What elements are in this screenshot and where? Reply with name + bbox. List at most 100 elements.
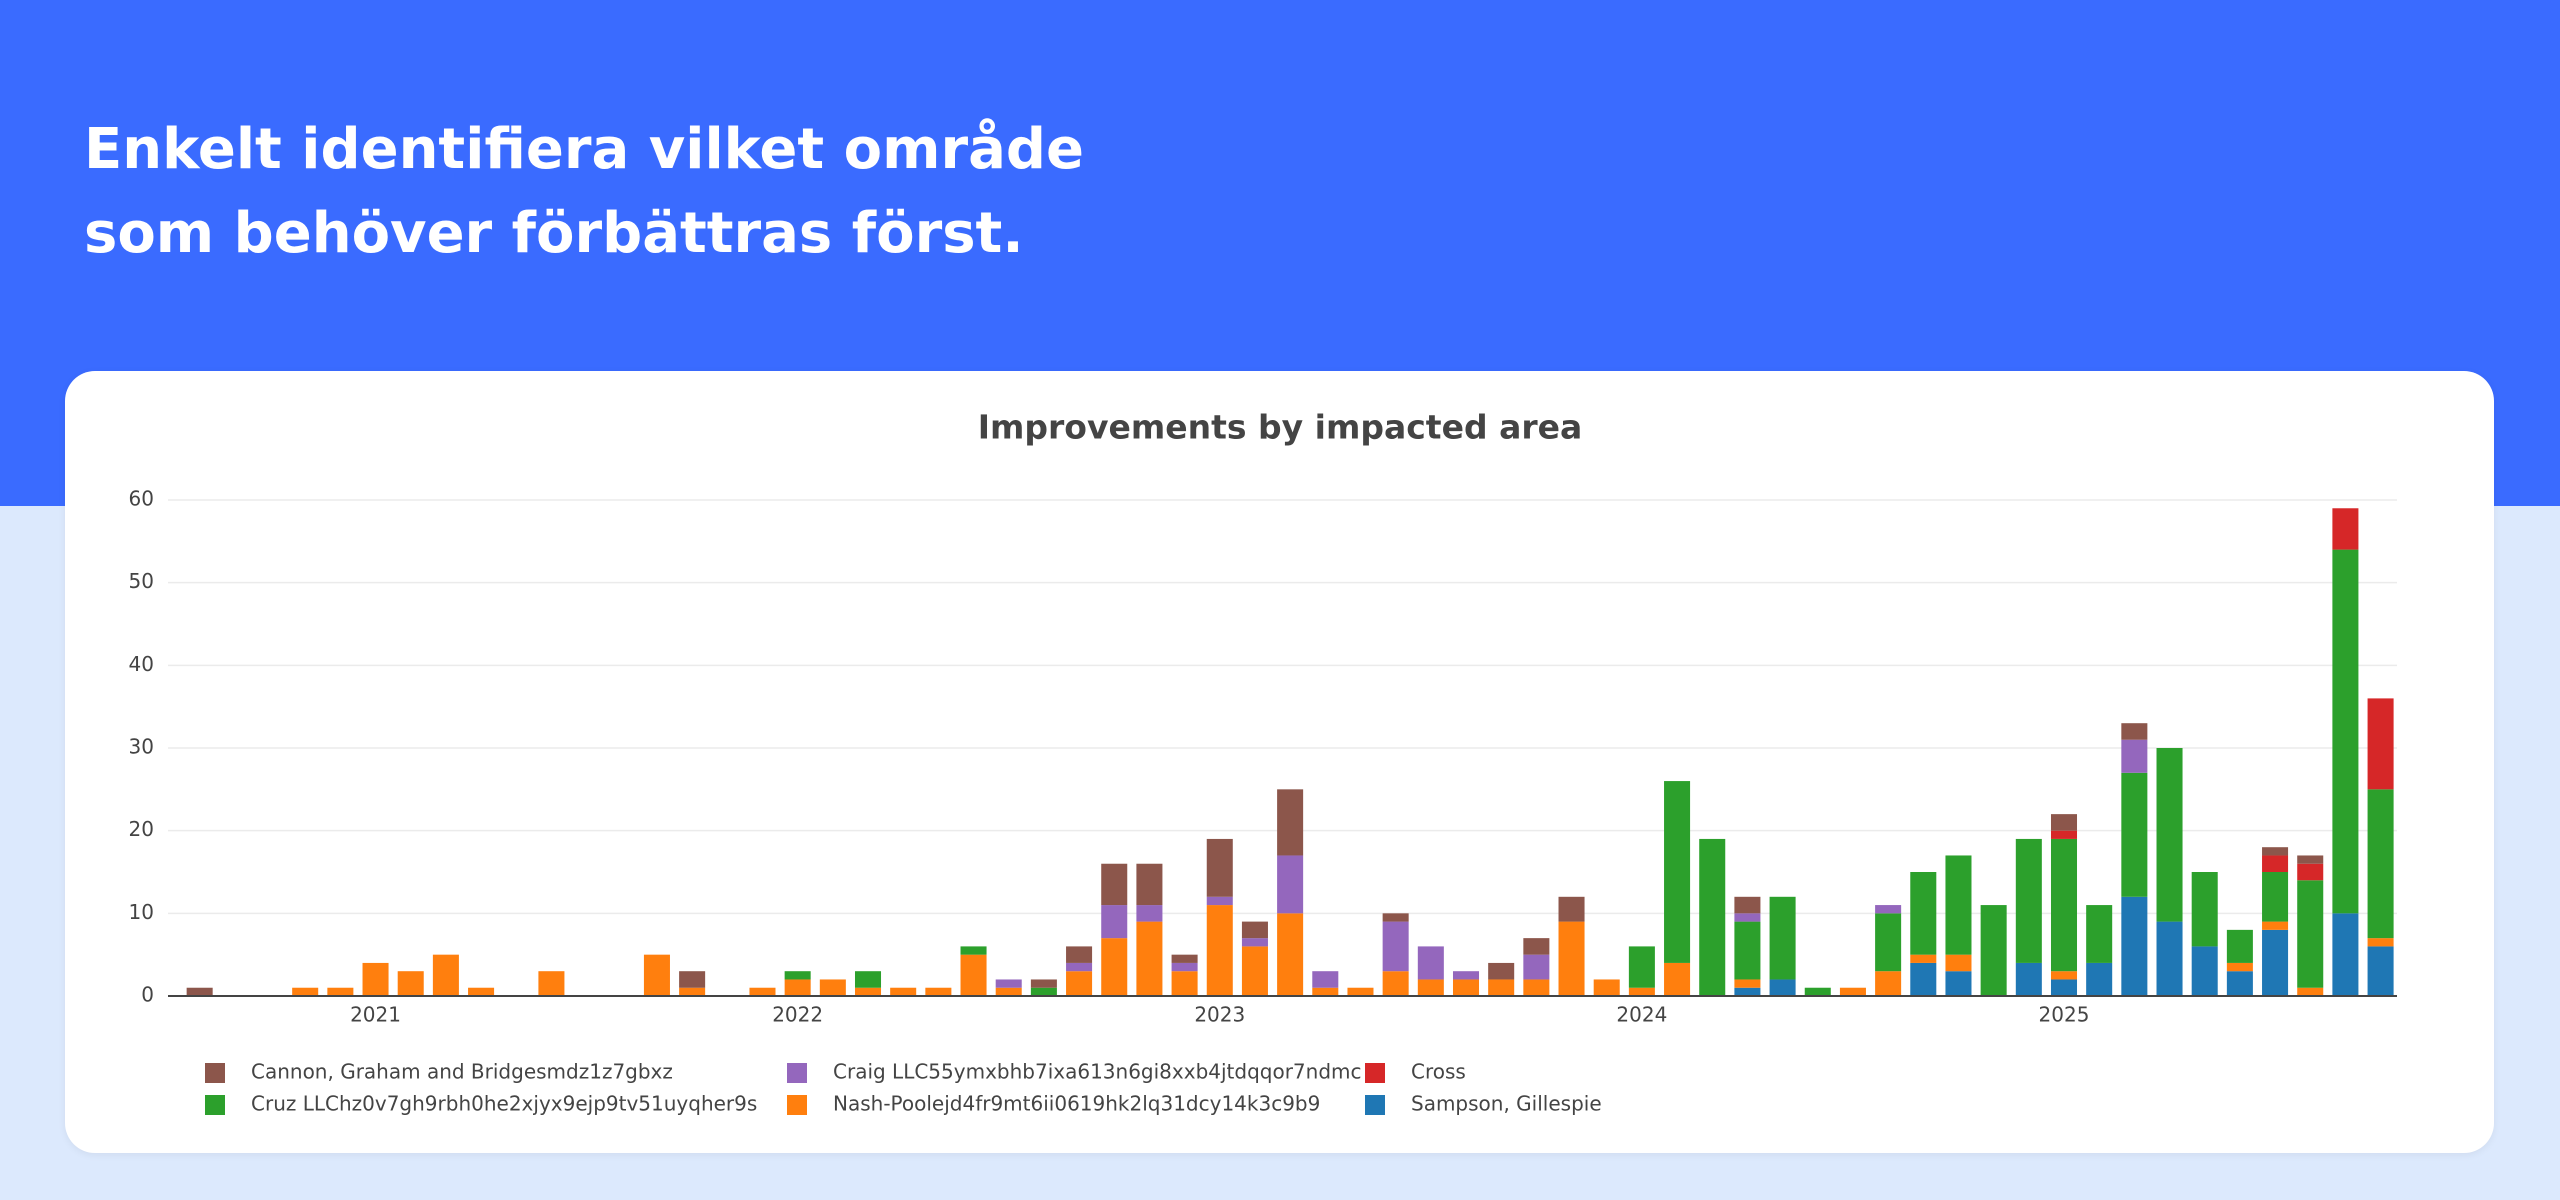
bar-segment [1523,979,1550,996]
bar-segment [819,979,846,996]
y-tick-label: 20 [129,817,154,841]
bar-segment [1664,781,1691,963]
bar-segment [2015,838,2042,963]
bar-segment [2367,698,2394,790]
bar-segment [2086,905,2113,963]
bar-segment [2367,789,2394,939]
bar-segment [1382,971,1409,996]
bar-segment [1066,971,1093,996]
bar-segment [1558,896,1585,922]
bar-segment [1277,913,1304,996]
bar-segment [2050,971,2078,980]
bar-segment [854,971,882,988]
headline-line: som behöver förbättras först. [84,201,1024,266]
bar-segment [1417,946,1444,980]
bar-segment [2297,880,2324,988]
y-tick-label: 10 [129,900,154,924]
bar-segment [1769,979,1796,996]
bar-segment [2050,830,2078,839]
bar-segment [1734,987,1761,996]
bar-segment [1206,896,1233,906]
bar-segment [2332,913,2359,996]
bar-segment [1593,979,1620,996]
legend-swatch [205,1063,225,1083]
bar-segment [2262,855,2289,872]
bar-segment [1734,921,1761,980]
bar-segment [643,954,670,996]
bar-segment [2262,921,2289,930]
bar-segment [1066,962,1093,972]
legend-label: Nash-Poolejd4fr9mt6ii0619hk2lq31dcy14k3c… [833,1092,1320,1116]
headline: Enkelt identifiera vilket område som beh… [84,108,1084,276]
y-tick-label: 0 [141,983,154,1007]
bar-segment [1241,946,1268,996]
legend-swatch [1365,1063,1385,1083]
bar-segment [1312,987,1339,996]
x-tick-label: 2022 [772,1003,823,1027]
bar-segment [2050,814,2078,831]
bar-segment [1030,987,1057,996]
bar-segment [2262,872,2289,922]
bar-segment [784,971,811,980]
bar-segment [1277,789,1304,856]
legend-label: Cannon, Graham and Bridgesmdz1z7gbxz [251,1060,673,1084]
bar-segment [784,979,811,996]
bar-segment [1769,896,1796,980]
legend-label: Cruz LLChz0v7gh9rbh0he2xjyx9ejp9tv51uyqh… [251,1092,757,1116]
bar-segment [1452,971,1480,980]
legend-swatch [205,1095,225,1115]
bar-segment [1664,962,1691,996]
bar-segment [2121,772,2148,897]
x-tick-label: 2024 [1616,1003,1667,1027]
bar-segment [1066,946,1093,963]
bar-segment [1734,913,1761,922]
bar-segment [1488,962,1515,980]
bar-segment [1241,921,1268,939]
bar-segment [2297,987,2324,996]
bar-segment [2226,929,2253,963]
bar-segment [925,987,952,996]
bar-segment [1804,987,1831,996]
bar-segment [2367,946,2394,996]
bar-segment [749,987,776,996]
bar-segment [679,987,706,996]
bar-segment [538,971,565,996]
bar-segment [1734,979,1761,988]
bar-segment [1875,971,1902,996]
y-tick-label: 30 [129,735,154,759]
y-tick-label: 40 [129,652,154,676]
bar-segment [1875,913,1902,972]
bar-segment [1382,913,1409,922]
bar-segment [2332,508,2359,550]
bar-segment [1347,987,1374,996]
bar-segment [2262,847,2289,856]
legend-swatch [1365,1095,1385,1115]
bar-segment [1839,987,1866,996]
bar-segment [1171,971,1198,996]
bar-segment [1875,905,1902,914]
bar-segment [468,987,495,996]
bar-segment [1136,905,1163,922]
bar-segment [2086,962,2113,996]
bar-segment [327,987,354,996]
bar-segment [1910,962,1937,996]
legend-label: Cross [1411,1060,1466,1084]
bar-segment [1945,855,1972,955]
bar-segment [1945,971,1972,996]
bar-segment [1417,979,1444,996]
bar-segment [2050,838,2078,972]
bar-segment [1382,921,1409,972]
legend-swatch [787,1063,807,1083]
legend-swatch [787,1095,807,1115]
bar-segment [1488,979,1515,996]
legend-label: Sampson, Gillespie [1411,1092,1602,1116]
bar-segment [362,962,389,996]
bar-segment [1030,979,1057,988]
bar-segment [2015,962,2042,996]
bar-segment [2297,855,2324,864]
bar-segment [1171,954,1198,963]
bar-segment [2226,971,2253,996]
headline-line: Enkelt identifiera vilket område [84,117,1084,182]
bar-segment [1101,938,1128,996]
bar-segment [2156,921,2183,996]
